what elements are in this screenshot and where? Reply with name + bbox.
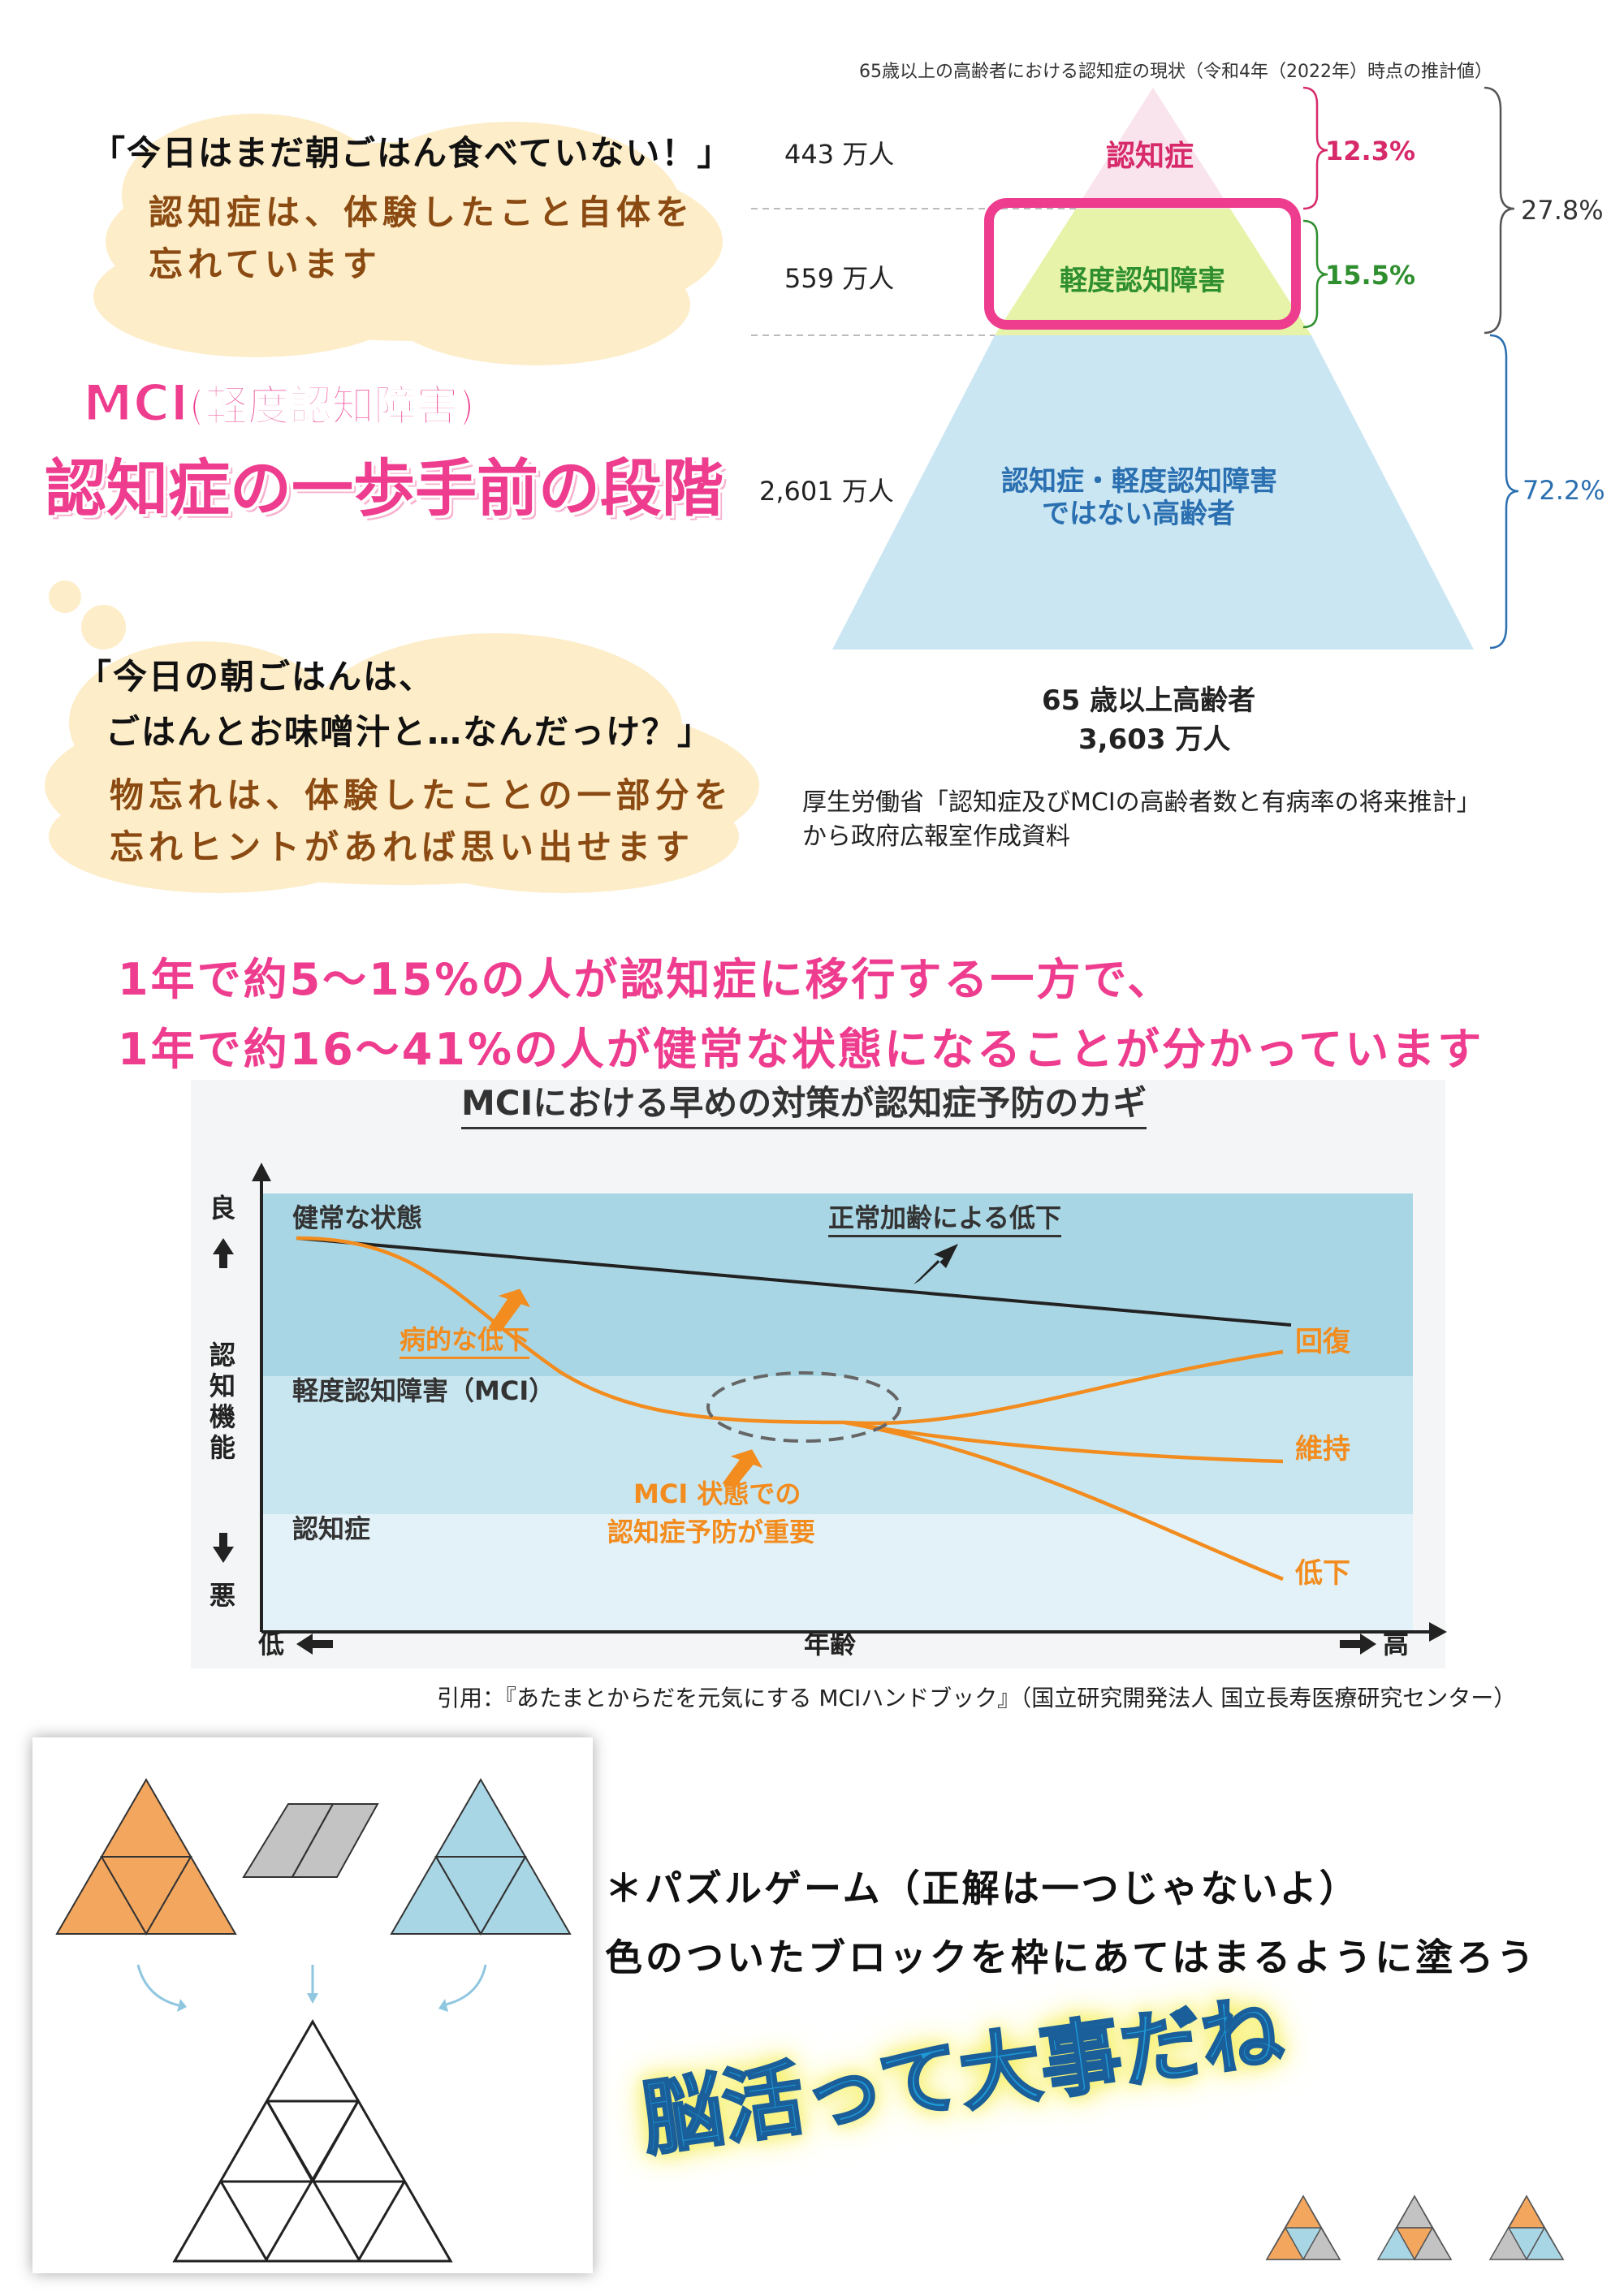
y-bottom-label: 悪 <box>209 1580 236 1611</box>
pyramid-title: 65歳以上の高齢者における認知症の現状（令和4年（2022年）時点の推計値） <box>859 62 1492 82</box>
left-arrow-icon <box>296 1634 333 1655</box>
pyramid-tier-healthy <box>832 335 1474 650</box>
tier1-count: 443 万人 <box>784 139 895 170</box>
tier2-percent: 15.5% <box>1325 260 1416 291</box>
mci-note-pointer <box>722 1449 763 1488</box>
pyramid-tier-dementia <box>1076 88 1230 209</box>
up-arrow-icon <box>213 1238 234 1268</box>
normal-aging-label: 正常加齢による低下 <box>828 1198 1062 1237</box>
normal-aging-line <box>296 1236 1292 1327</box>
gray-piece <box>242 1803 379 1878</box>
brace-healthy <box>1489 334 1519 650</box>
combined-percent: 27.8% <box>1521 195 1604 226</box>
pyramid-source-line2: から政府広報室作成資料 <box>802 822 1070 851</box>
zone-mci-label: 軽度認知障害（MCI） <box>292 1375 555 1406</box>
recover-line <box>844 1349 1284 1426</box>
puzzle-title: ＊パズルゲーム（正解は一つじゃないよ） <box>605 1867 1359 1910</box>
x-axis-arrowhead <box>1429 1622 1447 1642</box>
brace-combined <box>1484 86 1515 334</box>
normal-aging-pointer <box>914 1244 958 1284</box>
mci-headline: 認知症の一歩手前の段階 <box>45 452 723 524</box>
message-line2: 1年で約16〜41%の人が健常な状態になることが分かっています <box>118 1024 1484 1075</box>
bubble2-quote2: ごはんとお味噌汁と…なんだっけ？」 <box>106 712 714 752</box>
mci-note-line1: MCI 状態での <box>633 1478 801 1509</box>
mci-highlight-box <box>984 198 1301 330</box>
x-right-label: 高 <box>1383 1629 1410 1659</box>
bubble2-line1: 物忘れは、体験したことの一部分を <box>110 775 733 815</box>
tier3-percent: 72.2% <box>1522 475 1605 506</box>
pyramid-graphic <box>751 86 1519 650</box>
mini-triangle-2 <box>1376 2195 1453 2261</box>
graph-citation: 引用：『あたまとからだを元気にする MCIハンドブック』（国立研究開発法人 国立… <box>437 1685 1517 1711</box>
message-line1: 1年で約5〜15%の人が認知症に移行する一方で、 <box>118 954 1174 1005</box>
pathological-pointer <box>488 1288 531 1332</box>
x-axis-label: 年齢 <box>804 1629 857 1659</box>
pathological-label: 病的な低下 <box>400 1319 530 1359</box>
bubble1-line2: 忘れています <box>149 244 382 284</box>
down-arrow-icon <box>213 1533 234 1563</box>
brace-dementia <box>1302 86 1328 210</box>
zone-mci-band <box>261 1376 1413 1514</box>
mci-note-line2: 認知症予防が重要 <box>607 1517 816 1547</box>
tier3-label-line1: 認知症・軽度認知障害 <box>1001 465 1277 498</box>
pyramid-tier-mci <box>995 209 1311 335</box>
pyramid-total-line2: 3,603 万人 <box>1078 723 1231 756</box>
mci-focus-ellipse <box>706 1371 901 1443</box>
mci-label: MCI(軽度認知障害) <box>81 372 477 434</box>
puzzle-instruction: 色のついたブロックを枠にあてはまるように塗ろう <box>605 1936 1538 1979</box>
tier2-label: 軽度認知障害 <box>1060 265 1225 297</box>
zone-dementia-band <box>261 1514 1413 1632</box>
tier3-count: 2,601 万人 <box>759 476 894 507</box>
right-arrow-icon <box>1340 1634 1376 1655</box>
mci-abbrev: MCI <box>81 373 189 434</box>
blue-piece <box>390 1778 572 1936</box>
zone-healthy-label: 健常な状態 <box>292 1202 423 1233</box>
graph-title: MCIにおける早めの対策が認知症予防のカギ <box>461 1076 1147 1129</box>
maintain-line <box>844 1420 1284 1464</box>
zone-dementia-label: 認知症 <box>292 1513 371 1544</box>
bubble1-line1: 認知症は、体験したこと自体を <box>149 192 695 232</box>
tier3-label-line2: ではない高齢者 <box>1042 498 1235 530</box>
orange-piece <box>55 1778 237 1936</box>
puzzle-arrowheads <box>177 1993 448 2012</box>
pyramid-total-line1: 65 歳以上高齢者 <box>1042 684 1256 717</box>
brace-mci <box>1302 219 1328 329</box>
mini-triangle-3 <box>1488 2195 1565 2261</box>
y-axis-label: 認知機能 <box>209 1340 236 1463</box>
maintain-label: 維持 <box>1295 1433 1350 1465</box>
puzzle-arrows <box>136 1964 487 2007</box>
pathological-decline-line <box>296 1236 845 1425</box>
bubble2-quote1: 「今日の朝ごはんは、 <box>77 657 435 697</box>
y-top-label: 良 <box>209 1193 236 1224</box>
decline-line <box>844 1420 1284 1582</box>
x-left-label: 低 <box>258 1629 285 1659</box>
mini-triangle-1 <box>1265 2195 1341 2260</box>
tier1-percent: 12.3% <box>1325 136 1416 166</box>
recover-label: 回復 <box>1295 1326 1350 1358</box>
target-frame <box>172 2018 453 2263</box>
mci-paren: (軽度認知障害) <box>188 382 477 433</box>
tier1-label: 認知症 <box>1106 140 1194 173</box>
y-axis-arrowhead <box>252 1163 271 1181</box>
decline-label: 低下 <box>1295 1557 1350 1590</box>
bubble1-quote: 「今日はまだ朝ごはん食べていない！」 <box>91 133 733 173</box>
pyramid-source-line1: 厚生労働省「認知症及びMCIの高齢者数と有病率の将来推計」 <box>802 788 1481 817</box>
tier2-count: 559 万人 <box>784 263 895 294</box>
bubble2-line2: 忘れヒントがあれば思い出せます <box>110 827 695 867</box>
